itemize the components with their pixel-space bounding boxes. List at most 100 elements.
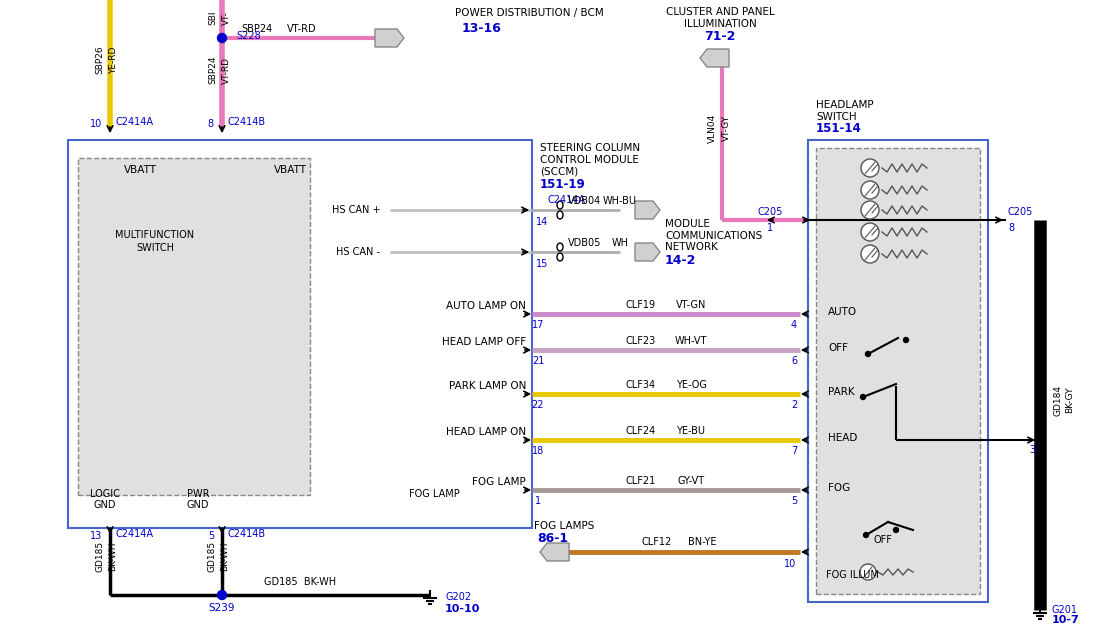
Text: CLF24: CLF24 <box>626 426 656 436</box>
Text: WH: WH <box>612 238 628 248</box>
Text: 5: 5 <box>208 531 213 541</box>
Circle shape <box>218 33 227 42</box>
Polygon shape <box>635 201 660 219</box>
Text: VBATT: VBATT <box>273 165 306 175</box>
Text: SBP24: SBP24 <box>209 55 218 84</box>
Text: C2414B: C2414B <box>227 117 265 127</box>
Text: 13: 13 <box>90 531 102 541</box>
Text: SBP26: SBP26 <box>95 46 104 74</box>
Text: PWR: PWR <box>187 489 209 499</box>
Text: 17: 17 <box>532 320 544 330</box>
Text: 13-16: 13-16 <box>462 21 502 35</box>
Text: MODULE: MODULE <box>665 219 710 229</box>
Bar <box>808 140 988 602</box>
Text: BK-WH: BK-WH <box>108 541 117 571</box>
Circle shape <box>860 394 866 399</box>
Text: OFF: OFF <box>828 343 848 353</box>
Text: S228: S228 <box>236 31 261 41</box>
Text: PARK: PARK <box>828 387 855 397</box>
Text: YE-OG: YE-OG <box>676 380 707 390</box>
Circle shape <box>860 564 876 580</box>
Text: CLF12: CLF12 <box>641 537 672 547</box>
Bar <box>816 148 980 594</box>
Ellipse shape <box>557 211 563 219</box>
Text: YE-BU: YE-BU <box>677 426 706 436</box>
Text: 86-1: 86-1 <box>538 532 568 546</box>
Text: GND: GND <box>187 500 209 510</box>
Text: MULTIFUNCTION: MULTIFUNCTION <box>115 230 195 240</box>
Text: CLUSTER AND PANEL: CLUSTER AND PANEL <box>666 7 774 17</box>
Polygon shape <box>700 49 729 67</box>
Circle shape <box>864 532 868 537</box>
Text: 8: 8 <box>1008 223 1014 233</box>
Text: 1: 1 <box>535 496 541 506</box>
Text: HEADLAMP: HEADLAMP <box>816 100 874 110</box>
Text: 10: 10 <box>90 119 102 129</box>
Text: POWER DISTRIBUTION / BCM: POWER DISTRIBUTION / BCM <box>455 8 604 18</box>
Text: BN-YE: BN-YE <box>688 537 717 547</box>
Text: LOGIC: LOGIC <box>90 489 119 499</box>
Text: 5: 5 <box>791 496 797 506</box>
Ellipse shape <box>557 201 563 209</box>
Text: 10-7: 10-7 <box>1052 615 1079 625</box>
Text: YE-RD: YE-RD <box>109 47 118 74</box>
Text: G201: G201 <box>1052 605 1078 615</box>
Text: HEAD LAMP OFF: HEAD LAMP OFF <box>442 337 526 347</box>
Polygon shape <box>375 29 404 47</box>
Circle shape <box>866 352 870 357</box>
Text: VT-RD: VT-RD <box>288 24 316 34</box>
Text: 7: 7 <box>791 446 797 456</box>
Text: 14: 14 <box>536 217 549 227</box>
Text: NETWORK: NETWORK <box>665 242 718 252</box>
Text: 2: 2 <box>791 400 797 410</box>
Text: 14-2: 14-2 <box>665 253 697 266</box>
Text: VDB05: VDB05 <box>568 238 602 248</box>
Text: VT-: VT- <box>221 11 230 25</box>
Polygon shape <box>635 243 660 261</box>
Text: 10: 10 <box>784 559 796 569</box>
Text: COMMUNICATIONS: COMMUNICATIONS <box>665 231 762 241</box>
Text: 4: 4 <box>791 320 797 330</box>
Circle shape <box>904 338 908 343</box>
Circle shape <box>860 245 879 263</box>
Text: GD185  BK-WH: GD185 BK-WH <box>264 577 336 587</box>
Ellipse shape <box>557 253 563 261</box>
Text: FOG LAMP: FOG LAMP <box>409 489 460 499</box>
Text: HEAD LAMP ON: HEAD LAMP ON <box>446 427 526 437</box>
Text: GD184: GD184 <box>1054 384 1063 416</box>
Text: S239: S239 <box>209 603 236 613</box>
Circle shape <box>860 159 879 177</box>
Text: 15: 15 <box>535 259 549 269</box>
Text: CLF23: CLF23 <box>626 336 656 346</box>
Text: GD185: GD185 <box>208 541 217 571</box>
Text: G202: G202 <box>445 592 471 602</box>
Text: 151-14: 151-14 <box>816 122 862 135</box>
Text: C2414A: C2414A <box>115 117 153 127</box>
Text: VT-RD: VT-RD <box>221 57 230 84</box>
Text: SWITCH: SWITCH <box>136 243 174 253</box>
Text: 21: 21 <box>532 356 544 366</box>
Text: BK-GY: BK-GY <box>1065 387 1075 413</box>
Text: WH-BU: WH-BU <box>603 196 637 206</box>
Text: SBI: SBI <box>209 11 218 25</box>
Text: GY-VT: GY-VT <box>678 476 705 486</box>
Text: 10-10: 10-10 <box>445 604 480 614</box>
Text: VLN04: VLN04 <box>708 113 717 142</box>
Text: CLF19: CLF19 <box>626 300 656 310</box>
Text: GND: GND <box>94 500 116 510</box>
Text: OFF: OFF <box>873 535 891 545</box>
Text: AUTO: AUTO <box>828 307 857 317</box>
Text: (SCCM): (SCCM) <box>540 166 578 176</box>
Text: FOG LAMPS: FOG LAMPS <box>534 521 594 531</box>
Text: C205: C205 <box>758 207 783 217</box>
Text: FOG LAMP: FOG LAMP <box>472 477 526 487</box>
Text: SBP24: SBP24 <box>241 24 272 34</box>
Text: HS CAN -: HS CAN - <box>336 247 380 257</box>
Circle shape <box>860 201 879 219</box>
Text: C2414B: C2414B <box>227 529 265 539</box>
Text: 18: 18 <box>532 446 544 456</box>
Circle shape <box>860 181 879 199</box>
Ellipse shape <box>557 243 563 251</box>
Text: VBATT: VBATT <box>124 165 157 175</box>
Text: WH-VT: WH-VT <box>675 336 707 346</box>
